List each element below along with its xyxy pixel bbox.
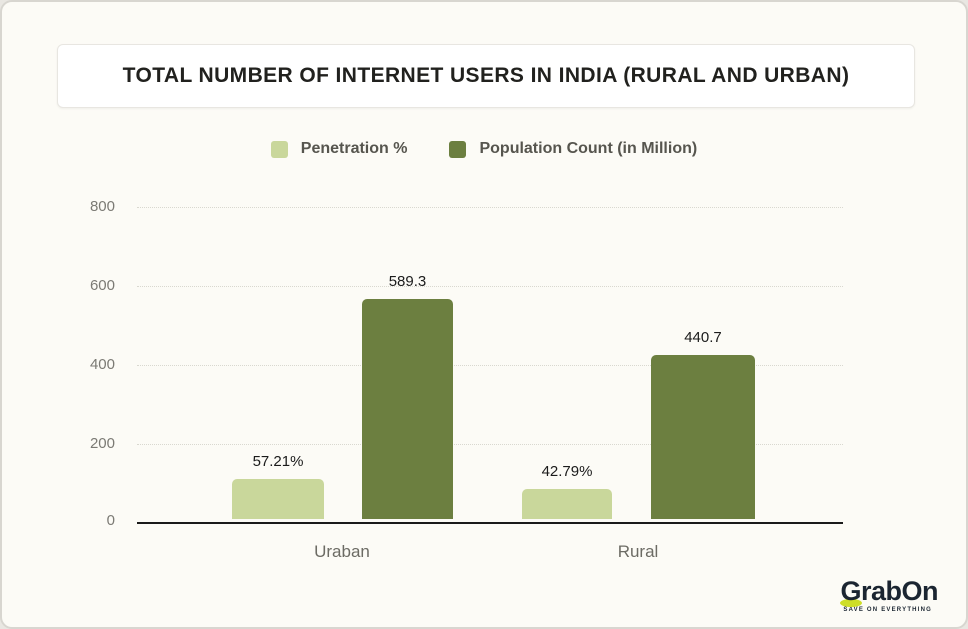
gridline-800	[137, 207, 843, 208]
chart-legend: Penetration % Population Count (in Milli…	[2, 140, 966, 158]
bar-urban-penetration: 57.21%	[232, 453, 324, 519]
legend-label-population: Population Count (in Million)	[479, 140, 698, 157]
legend-swatch-population	[449, 140, 467, 158]
category-label-rural: Rural	[617, 542, 659, 561]
category-label-urban: Uraban	[314, 542, 370, 561]
bar-label-urban-population: 589.3	[388, 273, 427, 290]
grabon-logo-tagline: SAVE ON EVERYTHING	[843, 607, 932, 613]
grabon-logo-wordmark: GrabOn	[840, 576, 938, 607]
legend-label-penetration: Penetration %	[300, 140, 408, 157]
gridline-200	[137, 444, 843, 445]
legend-swatch-penetration	[270, 140, 288, 158]
bar-label-rural-population: 440.7	[684, 329, 722, 346]
bar-urban-population: 589.3	[362, 273, 453, 519]
chart-title-box: TOTAL NUMBER OF INTERNET USERS IN INDIA …	[57, 44, 915, 108]
bar-label-rural-penetration: 42.79%	[541, 463, 593, 480]
grabon-logo-ellipse-icon	[840, 599, 863, 607]
y-tick-600: 600	[89, 277, 115, 294]
grabon-logo: GrabOn SAVE ON EVERYTHING	[840, 578, 938, 613]
gridline-600	[137, 286, 843, 287]
bar-rural-penetration: 42.79%	[522, 463, 612, 519]
gridline-400	[137, 365, 843, 366]
bar-label-urban-penetration: 57.21%	[252, 453, 304, 470]
chart-title: TOTAL NUMBER OF INTERNET USERS IN INDIA …	[122, 64, 850, 87]
y-tick-200: 200	[89, 435, 115, 452]
y-tick-0: 0	[106, 512, 115, 529]
legend-item-penetration: Penetration %	[270, 140, 408, 158]
legend-item-population: Population Count (in Million)	[449, 140, 697, 158]
y-tick-400: 400	[89, 356, 115, 373]
x-axis-line	[137, 522, 843, 524]
y-tick-800: 800	[89, 198, 115, 215]
bar-rural-population: 440.7	[651, 329, 755, 519]
